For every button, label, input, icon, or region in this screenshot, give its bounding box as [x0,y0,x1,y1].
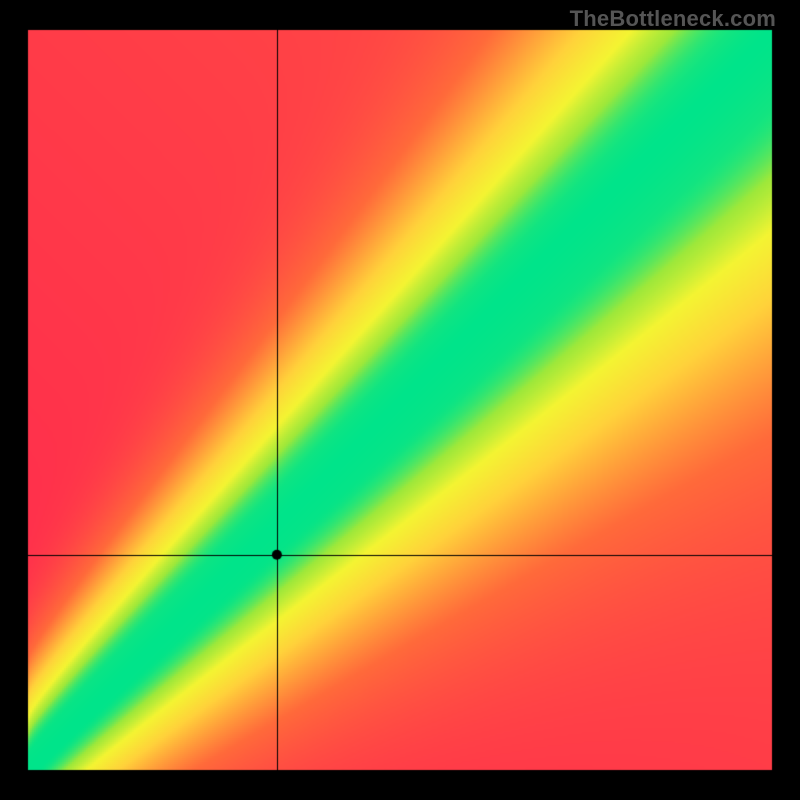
bottleneck-heatmap [0,0,800,800]
watermark-text: TheBottleneck.com [570,6,776,32]
